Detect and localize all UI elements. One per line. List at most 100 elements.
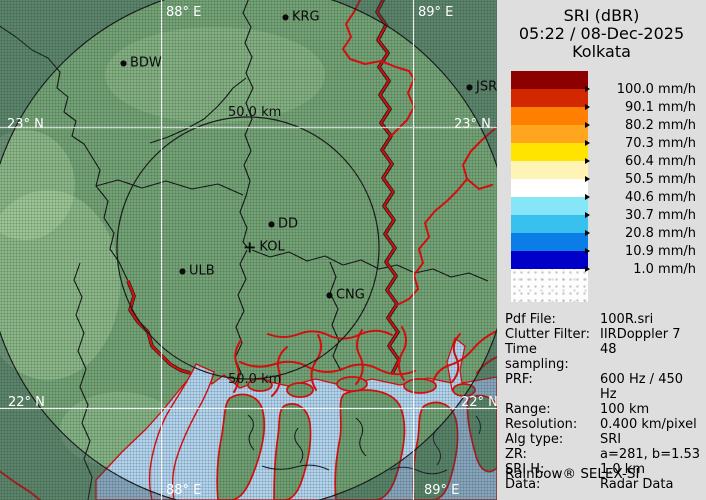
legend-tick-arrow-icon — [585, 266, 590, 272]
legend-value-label: 40.6 mm/h — [624, 189, 696, 205]
metadata-value: 100R.sri — [600, 312, 654, 327]
legend-value-label: 50.5 mm/h — [624, 171, 696, 187]
coordinate-label: 23° N — [454, 117, 491, 132]
legend-value-label: 10.9 mm/h — [624, 243, 696, 259]
coordinate-label: 89° E — [424, 483, 460, 498]
metadata-row: Alg type: SRI — [505, 432, 703, 447]
coordinate-label: 22° N — [8, 395, 45, 410]
legend-color-band — [511, 89, 588, 107]
town-marker: ● CNG — [326, 287, 365, 303]
town-label: CNG — [335, 287, 365, 303]
legend-tick-arrow-icon — [585, 194, 590, 200]
panel-title: SRI (dBR) 05:22 / 08-Dec-2025 Kolkata — [497, 7, 706, 61]
metadata-value: IIRDoppler 7 — [600, 327, 681, 342]
legend-color-band — [511, 125, 588, 143]
legend-row: 90.1 mm/h — [585, 98, 696, 116]
legend-row: 50.5 mm/h — [585, 170, 696, 188]
legend-value-label: 20.8 mm/h — [624, 225, 696, 241]
legend-labels: 100.0 mm/h 90.1 mm/h 80.2 mm/h 70.3 mm/h — [585, 80, 696, 278]
coordinate-label: 89° E — [418, 5, 454, 20]
metadata-row: Range: 100 km — [505, 402, 703, 417]
legend-nodata-band — [511, 269, 588, 302]
coordinate-label: 23° N — [7, 117, 44, 132]
legend-color-band — [511, 215, 588, 233]
legend-row: 60.4 mm/h — [585, 152, 696, 170]
legend-tick-arrow-icon — [585, 248, 590, 254]
legend-value-label: 90.1 mm/h — [624, 99, 696, 115]
product-name: SRI (dBR) — [563, 6, 640, 25]
town-marker: ● DD — [268, 216, 299, 232]
legend-value-label: 100.0 mm/h — [616, 81, 696, 97]
legend-value-label: 60.4 mm/h — [624, 153, 696, 169]
legend-row: 20.8 mm/h — [585, 224, 696, 242]
legend-color-band — [511, 233, 588, 251]
legend-row: 80.2 mm/h — [585, 116, 696, 134]
legend-colorbar — [511, 71, 588, 269]
legend-row: 100.0 mm/h — [585, 80, 696, 98]
legend-value-label: 80.2 mm/h — [624, 117, 696, 133]
legend-color-band — [511, 71, 588, 89]
metadata-row: Time sampling: 48 — [505, 342, 703, 372]
metadata-label: Range: — [505, 402, 551, 417]
town-label: ULB — [188, 263, 215, 279]
metadata-table: Pdf File: 100R.sri Clutter Filter: IIRDo… — [505, 312, 703, 492]
metadata-value: 1.0 km — [600, 462, 645, 477]
metadata-row: Data: Radar Data — [505, 477, 703, 492]
legend-color-band — [511, 179, 588, 197]
legend-color-band — [511, 143, 588, 161]
legend-value-label: 30.7 mm/h — [624, 207, 696, 223]
town-marker: ● KRG — [282, 9, 320, 25]
legend-row: 40.6 mm/h — [585, 188, 696, 206]
town-marker: ● BDW — [120, 55, 162, 71]
legend-row: 10.9 mm/h — [585, 242, 696, 260]
legend-tick-arrow-icon — [585, 122, 590, 128]
site-name: Kolkata — [572, 42, 631, 61]
range-ring-label: 50.0 km — [228, 372, 282, 387]
coordinate-label: 22° N — [461, 395, 497, 410]
town-label: KOL — [259, 239, 285, 255]
legend-color-band — [511, 197, 588, 215]
metadata-row: SRI H: 1.0 km — [505, 462, 703, 477]
legend-tick-arrow-icon — [585, 212, 590, 218]
range-ring-label: 50.0 km — [228, 105, 282, 120]
legend-value-label: 70.3 mm/h — [624, 135, 696, 151]
legend-tick-arrow-icon — [585, 176, 590, 182]
metadata-label: PRF: — [505, 372, 533, 387]
metadata-row: PRF: 600 Hz / 450 Hz — [505, 372, 703, 402]
town-label: DD — [277, 216, 299, 232]
legend-color-band — [511, 107, 588, 125]
metadata-label: Pdf File: — [505, 312, 556, 327]
metadata-row: ZR: a=281, b=1.53 — [505, 447, 703, 462]
nodata-hatch-pattern — [511, 269, 588, 302]
legend-row: 70.3 mm/h — [585, 134, 696, 152]
legend-tick-arrow-icon — [585, 104, 590, 110]
metadata-label: ZR: — [505, 447, 527, 462]
coordinate-label: 88° E — [166, 5, 202, 20]
metadata-label: Resolution: — [505, 417, 578, 432]
legend-value-label: 1.0 mm/h — [633, 261, 696, 277]
town-marker: ● JSR — [466, 79, 497, 95]
timestamp: 05:22 / 08-Dec-2025 — [518, 24, 685, 43]
coordinate-label: 88° E — [166, 483, 202, 498]
metadata-value: 48 — [600, 342, 617, 357]
town-marker: ● ULB — [179, 263, 215, 279]
metadata-row: Resolution: 0.400 km/pixel — [505, 417, 703, 432]
metadata-row: Pdf File: 100R.sri — [505, 312, 703, 327]
legend-color-band — [511, 251, 588, 269]
legend-row: 1.0 mm/h — [585, 260, 696, 278]
metadata-label: Alg type: — [505, 432, 564, 447]
metadata-label: Data: — [505, 477, 541, 492]
town-label: KRG — [291, 9, 320, 25]
town-label: JSR — [475, 79, 497, 95]
metadata-value: Radar Data — [600, 477, 674, 492]
legend-tick-arrow-icon — [585, 158, 590, 164]
legend-row: 30.7 mm/h — [585, 206, 696, 224]
metadata-label: SRI H: — [505, 462, 545, 477]
town-marker: + KOL — [243, 237, 285, 256]
radar-map: 88° E 89° E 23° N 23° N 22° N 22° N 88° … — [0, 0, 497, 500]
metadata-value: 600 Hz / 450 Hz — [600, 372, 684, 402]
metadata-value: 0.400 km/pixel — [600, 417, 697, 432]
metadata-label: Time sampling: — [505, 342, 569, 372]
map-graphic — [0, 0, 497, 500]
